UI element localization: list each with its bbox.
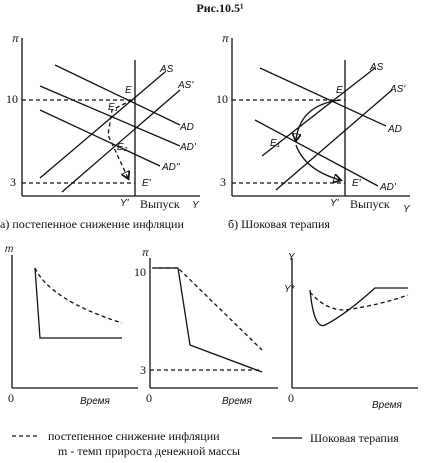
label: Выпуск <box>140 197 180 211</box>
legend: постепенное снижение инфляции m - темп п… <box>12 429 399 458</box>
label: AD' <box>379 182 397 193</box>
label: AD <box>179 122 194 133</box>
graph-pi: π 10 3 0 Время <box>134 248 278 407</box>
label: Время <box>372 400 403 411</box>
label: AS <box>369 62 384 73</box>
label: Y <box>288 252 296 263</box>
label: π <box>142 248 149 259</box>
label: E <box>336 85 343 96</box>
label: AS' <box>177 80 194 91</box>
label: Y* <box>284 284 296 295</box>
label: Y <box>403 204 411 215</box>
label: AD' <box>179 142 197 153</box>
caption: б) Шоковая терапия <box>228 217 330 231</box>
label: 0 <box>288 391 294 405</box>
legend-label: m - темп прироста денежной массы <box>58 444 240 458</box>
label: 10 <box>6 92 18 106</box>
label: E₁ <box>270 138 280 149</box>
label: AS <box>159 64 174 75</box>
label: 3 <box>10 175 16 189</box>
label: 0 <box>8 391 14 405</box>
label: π <box>12 34 19 45</box>
label: 0 <box>146 391 152 405</box>
label: AD <box>387 124 402 135</box>
label: Выпуск <box>350 197 390 211</box>
label: Y <box>192 200 200 211</box>
label: 3 <box>140 363 146 377</box>
graph-y: Y Y* 0 Время <box>284 252 418 411</box>
label: E <box>125 85 132 96</box>
label: Y' <box>120 198 130 209</box>
label: E' <box>352 178 362 189</box>
label: AD'' <box>161 162 181 173</box>
label: E' <box>142 178 152 189</box>
title: Рис.10.5¹ <box>196 1 244 15</box>
caption: а) постепенное снижение инфляции <box>0 217 184 231</box>
legend-label: Шоковая терапия <box>310 431 399 445</box>
label: Y' <box>330 198 340 209</box>
label: 10 <box>134 265 146 279</box>
panel-b: π 10 3 E E₁ E' AS AS' AD AD' Y' Выпуск Y… <box>216 34 411 231</box>
label: Время <box>222 396 253 407</box>
label: Время <box>80 396 111 407</box>
label: AS' <box>389 84 406 95</box>
label: 10 <box>216 92 228 106</box>
label: 3 <box>220 175 226 189</box>
panel-a: π 10 3 E E₁ E₂ E' AS AS' AD AD' AD'' Y' … <box>0 34 200 231</box>
label: m <box>5 244 13 255</box>
label: E₁ <box>108 102 118 113</box>
label: E₂ <box>117 142 128 153</box>
label: π <box>222 34 229 45</box>
graph-m: m 0 Время <box>5 244 138 407</box>
legend-label: постепенное снижение инфляции <box>48 429 220 443</box>
